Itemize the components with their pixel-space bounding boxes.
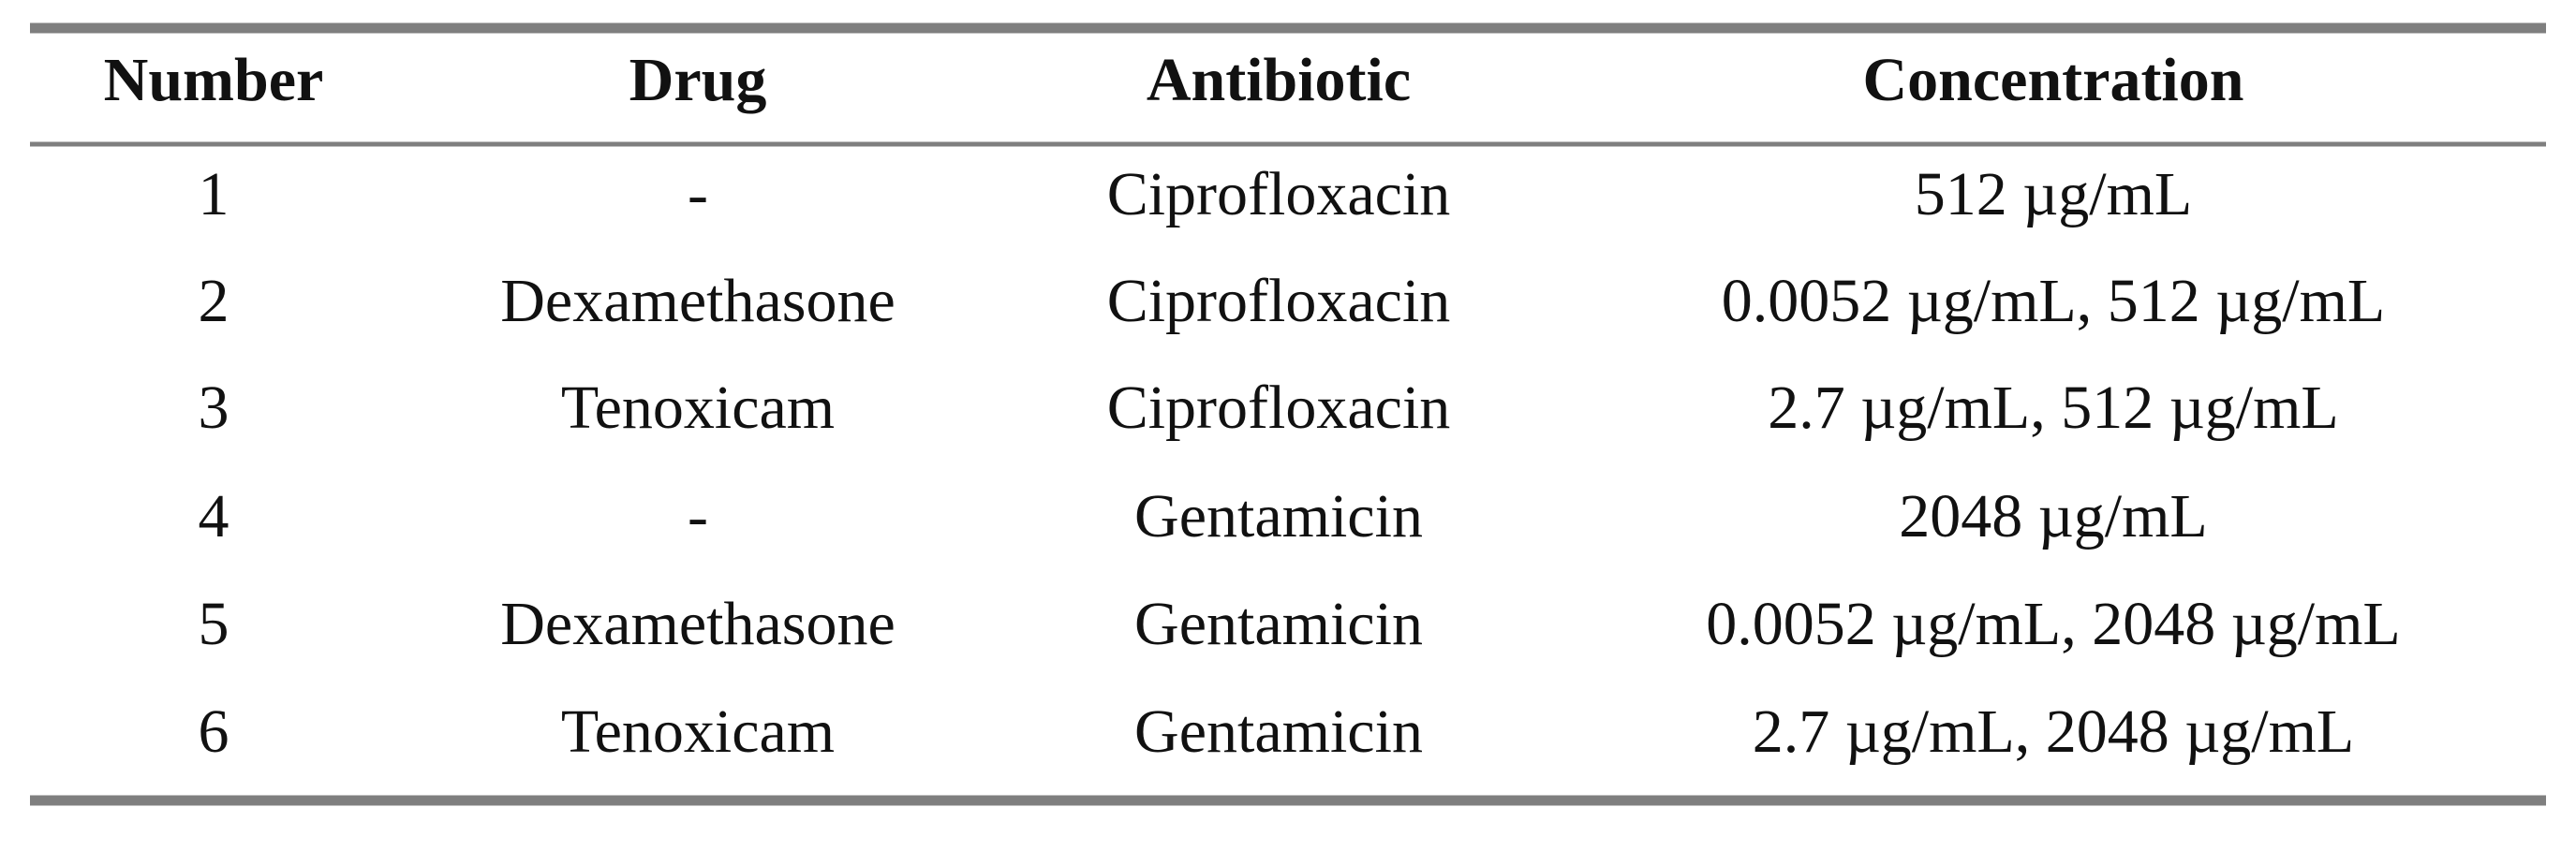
header-cell: Antibiotic [1147, 46, 1411, 114]
cell: Dexamethasone [500, 267, 896, 335]
cell: 2.7 µg/mL, 2048 µg/mL [1753, 697, 2355, 766]
cell: 2048 µg/mL [1899, 482, 2208, 550]
cell: - [688, 160, 708, 228]
cell: Ciprofloxacin [1107, 267, 1451, 335]
cell: 2 [199, 267, 229, 335]
cell: Gentamicin [1134, 697, 1423, 766]
cell: 1 [199, 160, 229, 228]
cell: 2.7 µg/mL, 512 µg/mL [1768, 374, 2339, 442]
header-cell: Drug [629, 46, 767, 114]
cell: 4 [199, 482, 229, 550]
cell: Dexamethasone [500, 590, 896, 658]
cell: Ciprofloxacin [1107, 374, 1451, 442]
cell: Tenoxicam [561, 697, 835, 766]
cell: 3 [199, 374, 229, 442]
cell: 5 [199, 590, 229, 658]
cell: - [688, 482, 708, 550]
header-cell: Number [104, 46, 324, 114]
cell: 512 µg/mL [1915, 160, 2193, 228]
cell: Gentamicin [1134, 482, 1423, 550]
cell: 6 [199, 697, 229, 766]
cell: Tenoxicam [561, 374, 835, 442]
cell: Ciprofloxacin [1107, 160, 1451, 228]
cell: 0.0052 µg/mL, 2048 µg/mL [1706, 590, 2401, 658]
cell: 0.0052 µg/mL, 512 µg/mL [1722, 267, 2386, 335]
cell: Gentamicin [1134, 590, 1423, 658]
header-cell: Concentration [1863, 46, 2244, 114]
